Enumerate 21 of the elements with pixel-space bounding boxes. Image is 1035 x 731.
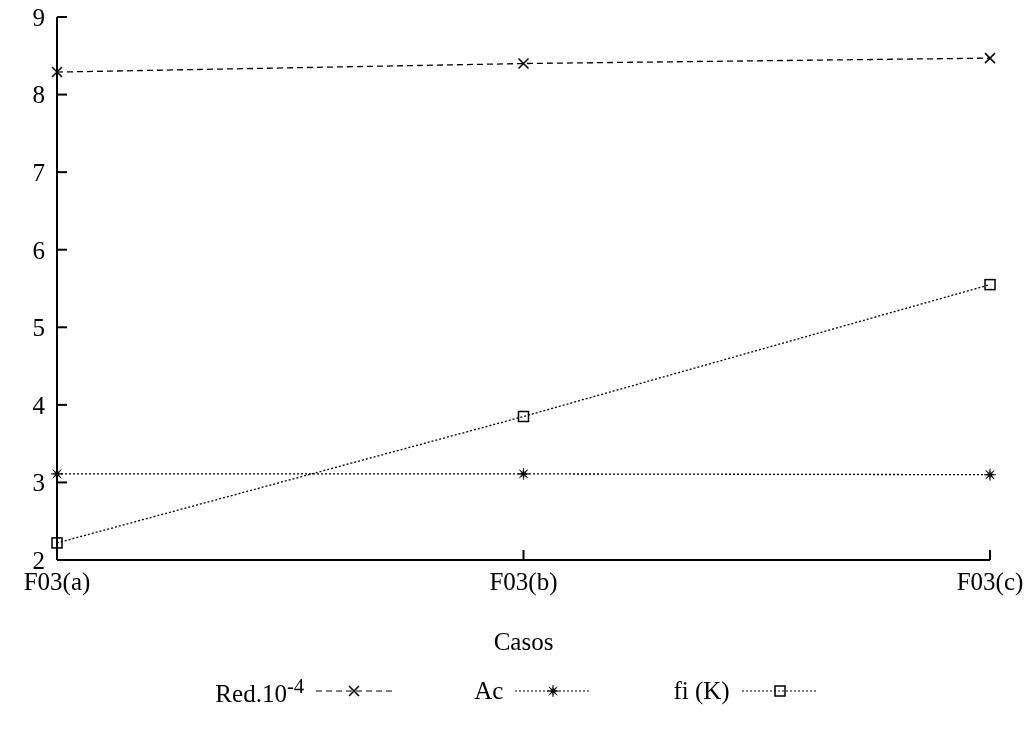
x-tick-label: F03(c) — [956, 567, 1024, 596]
y-tick-label: 5 — [32, 314, 45, 342]
point — [983, 468, 997, 481]
x-tick-label: F03(b) — [489, 567, 558, 596]
point — [517, 410, 530, 423]
y-tick-label: 3 — [32, 469, 45, 497]
y-tick-label: 8 — [32, 81, 45, 109]
legend-label: Ac — [474, 677, 504, 706]
x-axis-title: Casos — [493, 628, 554, 655]
legend-label: Red.10$^{-4}$ — [215, 674, 305, 709]
y-tick-label: 9 — [32, 3, 45, 31]
point — [984, 278, 996, 291]
y-tick-label: 7 — [32, 159, 45, 187]
point — [50, 467, 64, 481]
point — [984, 52, 996, 64]
legend-label: fi (K) — [673, 677, 730, 706]
y-tick-label: 6 — [32, 236, 45, 264]
y-tick-label: 2 — [32, 546, 45, 574]
y-tick-label: 4 — [32, 391, 46, 419]
point — [51, 537, 63, 549]
point — [517, 467, 530, 481]
